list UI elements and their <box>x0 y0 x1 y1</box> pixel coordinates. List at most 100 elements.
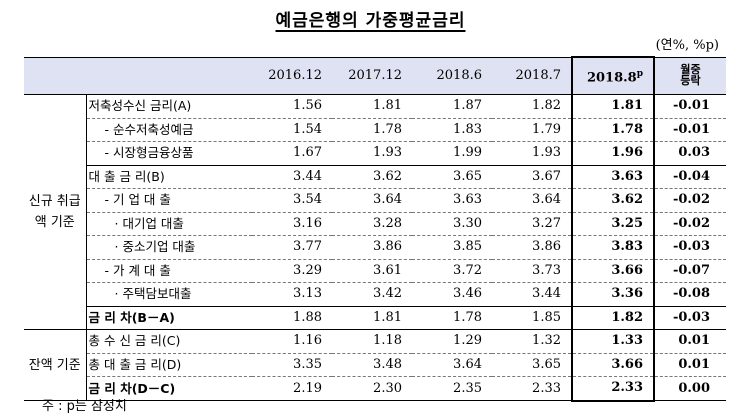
change-cell: -0.01 <box>672 98 710 114</box>
rate-cell: 3.65 <box>412 164 492 189</box>
rate-cell: 1.67 <box>252 141 332 165</box>
change-cell: 0.03 <box>654 141 726 165</box>
row-label: · 주택담보대출 <box>86 282 252 306</box>
rate-cell: 1.54 <box>252 117 332 142</box>
change-cell: -0.08 <box>654 282 726 306</box>
table-row: - 순수저축성예금 1.54 1.78 1.83 1.79 1.78 -0.01 <box>24 117 726 142</box>
rate-cell: 3.36 <box>571 282 655 306</box>
rate-cell: 3.44 <box>492 282 572 306</box>
rate-cell: 3.86 <box>332 235 412 259</box>
rate-cell: 1.88 <box>252 305 332 330</box>
header-row: 2016.12 2017.12 2018.6 2018.7 2018.8p 월중… <box>24 56 726 95</box>
row-label: 금 리 차(D－C) <box>86 376 252 401</box>
rate-cell: 3.64 <box>332 188 412 212</box>
rate-cell: 2.19 <box>252 376 332 401</box>
change-cell: -0.03 <box>654 235 726 259</box>
rate-cell: 3.25 <box>571 211 655 236</box>
rate-cell: 1.79 <box>492 117 572 142</box>
rate-cell: 1.96 <box>571 141 655 165</box>
row-label: 총 수 신 금 리(C) <box>86 329 252 353</box>
rate-cell: 3.42 <box>332 282 412 306</box>
row-label: · 대기업 대출 <box>86 211 252 236</box>
rate-cell: 3.48 <box>332 352 412 377</box>
row-label: 저축성수신 금리(A) <box>88 98 192 114</box>
rate-cell: 3.46 <box>412 282 492 306</box>
col-header: 2018.6 <box>412 56 492 95</box>
rate-cell: 1.87 <box>453 98 482 114</box>
rate-cell: 2.35 <box>412 376 492 401</box>
row-label: - 시장형금융상품 <box>86 141 252 165</box>
table-row: 잔액 기준 총 수 신 금 리(C) 1.16 1.18 1.29 1.32 1.33 0.0… <box>24 329 726 401</box>
interest-rate-table: 2016.12 2017.12 2018.6 2018.7 2018.8p 월중… <box>24 56 726 402</box>
change-cell: -0.01 <box>654 117 726 142</box>
rate-cell: 3.64 <box>412 352 492 377</box>
rate-cell: 1.82 <box>532 98 561 114</box>
rate-cell: 3.16 <box>252 211 332 236</box>
table-row: - 가 계 대 출 3.29 3.61 3.72 3.73 3.66 -0.07 <box>24 258 726 283</box>
col-header: 2018.7 <box>492 56 572 95</box>
rate-cell: 3.63 <box>571 164 655 189</box>
header-blank <box>86 56 252 95</box>
change-cell: 0.01 <box>654 329 726 353</box>
change-cell: -0.04 <box>654 164 726 189</box>
rate-cell: 3.73 <box>492 258 572 283</box>
col-header-current: 2018.8p <box>571 56 655 95</box>
rate-cell: 1.81 <box>373 98 402 114</box>
table-row: 대 출 금 리(B) 3.44 3.62 3.65 3.67 3.63 -0.04 <box>24 164 726 189</box>
rate-cell: 3.62 <box>332 164 412 189</box>
rate-cell: 1.82 <box>571 305 655 330</box>
rate-cell: 3.64 <box>492 188 572 212</box>
group-label: 신규 취급액 기준 <box>24 94 87 330</box>
rate-cell: 3.77 <box>252 235 332 259</box>
rate-cell: 1.85 <box>492 305 572 330</box>
row-label: 대 출 금 리(B) <box>86 164 252 189</box>
table-row: 신규 취급액 기준 저축성수신 금리(A) 1.56 1.81 1.87 1.82 1.81… <box>24 94 726 330</box>
change-cell: -0.02 <box>654 188 726 212</box>
rate-cell: 1.81 <box>571 94 655 118</box>
header-blank <box>24 56 86 95</box>
rate-cell: 3.66 <box>571 258 655 283</box>
rate-cell: 3.67 <box>492 164 572 189</box>
rate-cell: 3.62 <box>571 188 655 212</box>
rate-cell: 1.32 <box>492 329 572 353</box>
rate-cell: 1.81 <box>332 305 412 330</box>
row-label: · 중소기업 대출 <box>86 235 252 259</box>
table-row: - 시장형금융상품 1.67 1.93 1.99 1.93 1.96 0.03 <box>24 141 726 165</box>
change-cell: -0.02 <box>654 211 726 236</box>
rate-cell: 1.78 <box>412 305 492 330</box>
row-label: - 기 업 대 출 <box>86 188 252 212</box>
rate-cell: 3.85 <box>412 235 492 259</box>
rate-cell: 3.72 <box>412 258 492 283</box>
change-cell: -0.03 <box>654 305 726 330</box>
unit-label: (연%, %p) <box>655 38 719 53</box>
rate-cell: 1.99 <box>412 141 492 165</box>
row-label: 총 대 출 금 리(D) <box>86 352 252 377</box>
rate-cell: 3.63 <box>412 188 492 212</box>
rate-cell: 3.35 <box>252 352 332 377</box>
col-header: 2016.12 <box>252 56 332 95</box>
rate-cell: 1.18 <box>332 329 412 353</box>
rate-cell: 1.83 <box>412 117 492 142</box>
change-cell: 0.01 <box>654 352 726 377</box>
table-row: · 중소기업 대출 3.77 3.86 3.85 3.86 3.83 -0.03 <box>24 235 726 259</box>
rate-cell: 3.28 <box>332 211 412 236</box>
rate-cell: 1.93 <box>492 141 572 165</box>
change-cell: 0.00 <box>654 376 726 401</box>
rate-cell: 3.54 <box>252 188 332 212</box>
rate-cell: 2.33 <box>492 376 572 401</box>
rate-cell: 3.86 <box>492 235 572 259</box>
rate-cell: 3.29 <box>252 258 332 283</box>
rate-cell: 2.33 <box>571 376 655 402</box>
rate-cell: 3.30 <box>412 211 492 236</box>
rate-cell: 1.78 <box>571 117 655 142</box>
table-row: 금 리 차(B－A) 1.88 1.81 1.78 1.85 1.82 -0.03 <box>24 305 726 330</box>
rate-cell: 1.78 <box>332 117 412 142</box>
page-title: 예금은행의 가중평균금리 <box>275 11 466 31</box>
table-row: · 주택담보대출 3.13 3.42 3.46 3.44 3.36 -0.08 <box>24 282 726 306</box>
col-header: 2017.12 <box>332 56 412 95</box>
table-row: 금 리 차(D－C) 2.19 2.30 2.35 2.33 2.33 0.00 <box>24 376 726 402</box>
rate-cell: 1.56 <box>293 98 322 114</box>
rate-cell: 1.29 <box>412 329 492 353</box>
row-label: 금 리 차(B－A) <box>86 305 252 330</box>
rate-cell: 3.13 <box>252 282 332 306</box>
